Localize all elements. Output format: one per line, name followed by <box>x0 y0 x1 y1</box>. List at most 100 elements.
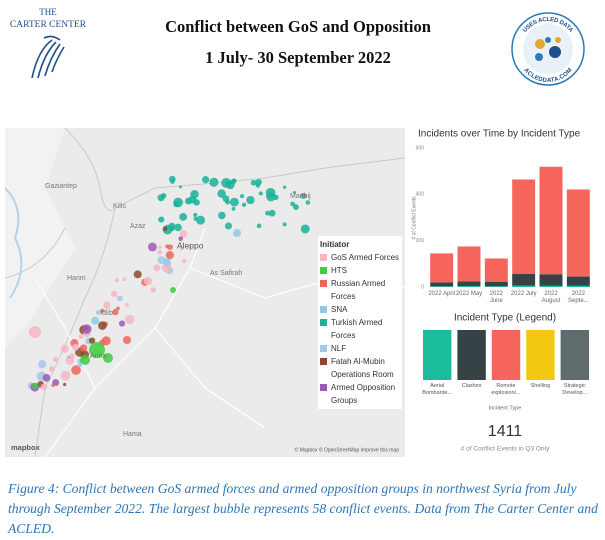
map-bubble <box>256 223 262 229</box>
legend-swatch <box>320 384 327 391</box>
map-bubble <box>123 336 131 344</box>
y-tick-label: 0 <box>421 284 424 290</box>
legend-swatch <box>320 358 327 365</box>
map-bubble <box>169 226 175 232</box>
legend-block-label: Aerial Bombarde... <box>422 383 453 396</box>
place-label: Idlib <box>100 310 113 317</box>
legend-label: Armed Opposition Groups <box>331 383 396 405</box>
legend-label: NLF <box>331 344 347 353</box>
map-bubble <box>48 366 55 372</box>
legend-chart-title: Incident Type (Legend) <box>454 313 556 324</box>
legend-item: SNA <box>320 303 400 316</box>
place-labels: Gaziantep Kilis Azaz Manbij Aleppo As Sa… <box>45 183 311 438</box>
y-tick-label: 400 <box>416 192 425 198</box>
bar-segment <box>539 285 563 287</box>
map-bubble <box>79 344 88 352</box>
legend-block-label: Strategic Develop... <box>562 383 588 396</box>
legend-block <box>423 330 452 380</box>
map-bubble <box>100 308 105 313</box>
map-bubble <box>78 334 84 339</box>
place-label: As Safirah <box>210 270 242 277</box>
legend-item: NLF <box>320 342 400 355</box>
bar-segment <box>457 286 481 287</box>
map-bubble <box>71 365 81 375</box>
legend-swatch <box>320 254 327 261</box>
map-bubble <box>89 342 105 358</box>
bar-segment <box>512 179 536 275</box>
map-bubble <box>163 258 171 266</box>
legend-block-label: Remote explosion/... <box>491 383 521 396</box>
map-bubble <box>246 195 255 205</box>
map-bubble <box>122 277 127 282</box>
place-label: Kilis <box>113 203 126 210</box>
map-bubble <box>157 249 163 255</box>
legend-swatch <box>320 319 327 326</box>
map-bubble <box>32 383 38 389</box>
legend-axis-title: Incident Type <box>489 405 522 411</box>
legend-item: Turkish Armed Forces <box>320 316 400 342</box>
map-bubble <box>165 251 174 260</box>
subtitle: 1 July- 30 September 2022 <box>205 48 391 67</box>
x-tick-label: 2022 April <box>428 291 455 297</box>
map-bubble <box>231 206 236 211</box>
legend-label: Turkish Armed Forces <box>331 318 383 340</box>
map-bubble <box>162 226 168 232</box>
place-label: Ariha <box>90 353 106 360</box>
map-bubble <box>170 179 175 184</box>
map-bubble <box>89 337 96 344</box>
map-bubble <box>103 301 111 309</box>
bar-segment <box>566 285 590 287</box>
place-label: Gaziantep <box>45 183 77 190</box>
legend-label: HTS <box>331 266 347 275</box>
y-tick-label: 200 <box>416 238 425 244</box>
map-bubble <box>125 314 135 325</box>
bar-segment <box>566 276 590 286</box>
map-bubble <box>125 302 129 307</box>
place-label: Aleppo <box>177 240 204 250</box>
legend-swatch <box>320 267 327 274</box>
map-bubble <box>222 195 230 203</box>
kpi-label: # of Conflict Events in Q3 Only <box>461 446 550 453</box>
map-bubble <box>178 185 183 189</box>
map-bubble <box>240 194 245 199</box>
legend-block <box>560 330 589 380</box>
map-bubble <box>157 245 162 249</box>
bar-segment <box>539 274 563 286</box>
legend-item: HTS <box>320 264 400 277</box>
map-logo: mapbox <box>11 443 41 452</box>
bar-segment <box>484 258 508 282</box>
map-bubble <box>80 355 90 365</box>
map-bubble <box>51 383 55 387</box>
legend-swatch <box>320 306 327 313</box>
map-bubble <box>300 192 307 199</box>
map-bubble <box>255 183 261 188</box>
bar-segment <box>512 274 536 286</box>
map-bubble <box>150 287 156 293</box>
map-bubble <box>153 264 161 272</box>
legend-swatch <box>320 280 327 287</box>
map-bubble <box>233 229 241 237</box>
map-bubble <box>217 189 226 198</box>
legend-block <box>457 330 486 380</box>
map-bubble <box>72 343 80 351</box>
logo-text: CARTER CENTER <box>10 20 87 30</box>
map-bubble <box>114 278 119 283</box>
map-bubble <box>147 242 157 252</box>
map-bubble <box>157 194 165 202</box>
map-bubble <box>60 370 71 381</box>
legend-label: GoS Armed Forces <box>331 253 400 262</box>
map-bubble <box>42 373 51 382</box>
map-bubble <box>165 244 170 249</box>
map-bubble <box>193 212 198 218</box>
legend-block <box>491 330 521 380</box>
map-bubble <box>65 356 75 365</box>
legend-block-label: Clashes <box>461 383 482 389</box>
map-bubble <box>179 212 188 221</box>
map-bubble <box>82 324 92 334</box>
map-bubble <box>258 191 263 196</box>
map-bubble <box>292 204 299 211</box>
x-tick-label: 2022 July <box>510 291 537 297</box>
legend-item: Russian Armed Forces <box>320 277 400 303</box>
legend-block-label: Shelling <box>530 383 551 389</box>
map-bubble <box>143 276 153 286</box>
